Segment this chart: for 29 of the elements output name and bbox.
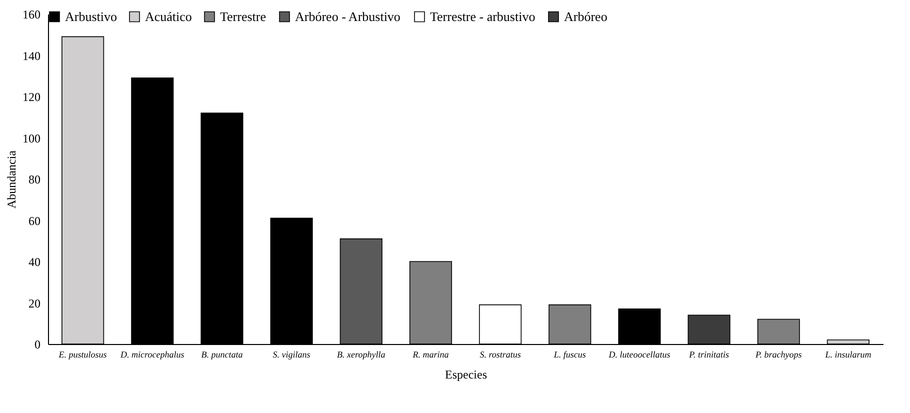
legend-label: Arbóreo [564,8,608,24]
y-tick-label: 40 [28,255,40,269]
legend-label: Terrestre [220,8,266,24]
x-tick-label: B. punctata [201,350,244,360]
x-tick-label: E. pustulosus [58,350,108,360]
y-tick-label: 120 [22,90,40,104]
y-tick-label: 20 [28,296,40,310]
legend-label: Acuático [145,8,192,24]
x-tick-label: P. brachyops [754,350,802,360]
x-tick-label: D. luteoocellatus [608,350,671,360]
x-tick-label: S. vigilans [272,350,311,360]
y-tick-label: 80 [28,172,40,186]
y-axis-title: Abundancia [4,150,18,208]
x-tick-label: B. xerophylla [337,350,386,360]
x-tick-label: R. marina [412,350,450,360]
x-tick-label: D. microcephalus [120,350,185,360]
legend-label: Terrestre - arbustivo [430,8,536,24]
y-tick-label: 100 [22,131,40,146]
x-tick-label: S. rostratus [480,350,522,360]
legend-label: Arbóreo - Arbustivo [295,8,400,24]
legend-label: Arbustivo [65,8,117,24]
x-tick-label: L. insularum [824,350,872,360]
y-tick-label: 0 [34,338,40,352]
x-axis-title: Especies [445,368,488,382]
x-tick-label: P. trinitatis [688,350,730,360]
y-tick-label: 160 [22,8,40,22]
x-tick-label: L. fuscus [552,350,586,360]
y-tick-label: 60 [28,214,40,228]
y-tick-label: 140 [22,48,40,63]
